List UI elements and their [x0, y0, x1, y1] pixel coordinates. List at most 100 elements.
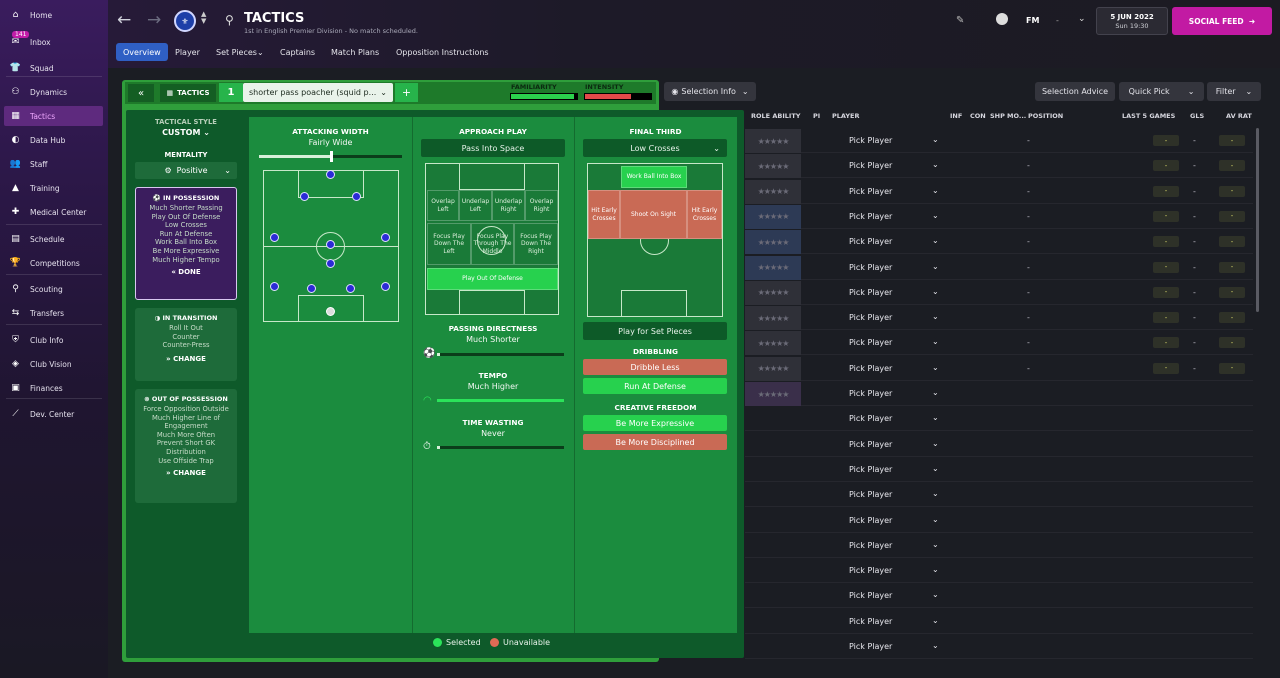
chevron-down-icon[interactable]: ⌄ — [932, 210, 939, 220]
col-inf[interactable]: INF — [950, 112, 963, 120]
dribble-less-button[interactable]: Dribble Less — [583, 359, 727, 375]
chevron-down-icon[interactable]: ⌄ — [932, 565, 939, 575]
table-row[interactable] — [745, 558, 1253, 584]
sidebar-item-finances[interactable]: ▣ Finances — [4, 378, 103, 398]
pick-player-select[interactable]: Pick Player — [849, 186, 893, 196]
sidebar-item-scouting[interactable]: ⚲ Scouting — [4, 279, 103, 299]
pick-player-select[interactable]: Pick Player — [849, 287, 893, 297]
attacking-width-handle[interactable] — [329, 151, 333, 162]
chevron-down-icon[interactable]: ⌄ — [932, 539, 939, 549]
player-dot[interactable] — [307, 284, 316, 293]
table-row[interactable] — [745, 330, 1253, 356]
sidebar-item-medical-center[interactable]: ✚ Medical Center — [4, 202, 103, 222]
edit-icon[interactable]: ✎ — [956, 15, 965, 26]
tactical-style-value[interactable]: CUSTOM ⌄ — [135, 128, 237, 137]
pick-player-select[interactable]: Pick Player — [849, 616, 893, 626]
tab-player[interactable]: Player — [168, 43, 207, 61]
col-gls[interactable]: GLS — [1190, 112, 1205, 120]
club-switch-chevrons-icon[interactable]: ▲ ▼ — [201, 10, 207, 25]
passing-directness-slider[interactable] — [437, 353, 564, 356]
pick-player-select[interactable]: Pick Player — [849, 540, 893, 550]
forward-arrow-icon[interactable]: → — [147, 10, 162, 30]
chevron-down-icon[interactable]: ⌄ — [932, 388, 939, 397]
table-row[interactable] — [745, 457, 1253, 482]
pick-player-select[interactable]: Pick Player — [849, 439, 893, 449]
approach-play-select[interactable]: Pass Into Space — [421, 139, 565, 157]
sidebar-item-competitions[interactable]: 🏆 Competitions — [4, 253, 103, 273]
table-row[interactable] — [745, 609, 1253, 634]
be-more-disciplined-button[interactable]: Be More Disciplined — [583, 434, 727, 450]
zone-hit-early-crosses-right[interactable]: Hit Early Crosses — [687, 190, 722, 239]
zone-overlap-left[interactable]: Overlap Left — [427, 190, 459, 221]
mentality-select[interactable]: ⚙ Positive ⌄ — [135, 162, 237, 179]
sidebar-item-home[interactable]: ⌂ Home — [4, 5, 103, 25]
zone-hit-early-crosses-left[interactable]: Hit Early Crosses — [588, 190, 620, 239]
table-row[interactable] — [745, 508, 1253, 533]
search-icon[interactable]: ⚲ — [225, 13, 234, 27]
be-more-expressive-button[interactable]: Be More Expressive — [583, 415, 727, 431]
col-con[interactable]: CON — [970, 112, 986, 120]
table-row[interactable] — [745, 583, 1253, 609]
tab-opposition-instructions[interactable]: Opposition Instructions — [389, 43, 496, 61]
zone-focus-play-down-the-right[interactable]: Focus Play Down The Right — [514, 223, 558, 265]
tab-set-pieces[interactable]: Set Pieces ⌄ — [209, 43, 271, 61]
tab-match-plans[interactable]: Match Plans — [324, 43, 386, 61]
done-button[interactable]: « DONE — [171, 268, 201, 277]
pick-player-select[interactable]: Pick Player — [849, 414, 893, 424]
table-row[interactable] — [745, 305, 1253, 331]
tactics-tab[interactable]: ▦ TACTICS — [160, 84, 216, 102]
zone-underlap-right[interactable]: Underlap Right — [492, 190, 525, 221]
pick-player-select[interactable]: Pick Player — [849, 338, 893, 348]
chevron-down-icon[interactable]: ⌄ — [932, 413, 939, 423]
selection-advice-button[interactable]: Selection Advice — [1035, 82, 1115, 101]
pick-player-select[interactable]: Pick Player — [849, 363, 893, 373]
sidebar-item-club-info[interactable]: ⛨ Club Info — [4, 330, 103, 350]
table-row[interactable] — [745, 229, 1253, 255]
table-scrollbar[interactable] — [1256, 128, 1259, 312]
chevron-down-icon[interactable]: ⌄ — [932, 463, 939, 473]
tempo-slider[interactable] — [437, 399, 564, 402]
chevron-down-icon[interactable]: ⌄ — [932, 514, 939, 524]
fm-label[interactable]: FM — [1026, 16, 1040, 25]
sidebar-item-data-hub[interactable]: ◐ Data Hub — [4, 130, 103, 150]
back-arrow-icon[interactable]: ← — [117, 10, 132, 30]
player-dot[interactable] — [326, 240, 335, 249]
sidebar-item-training[interactable]: ▲ Training — [4, 178, 103, 198]
club-crest[interactable]: ⚜ — [174, 10, 196, 32]
collapse-icon[interactable]: « — [128, 84, 154, 102]
chevron-down-icon[interactable]: ⌄ — [932, 236, 939, 246]
change-oop-button[interactable]: » CHANGE — [166, 469, 206, 478]
add-tactic-button[interactable]: + — [395, 83, 418, 102]
chevron-down-icon[interactable]: ⌄ — [932, 438, 939, 448]
set-pieces-toggle[interactable]: Play for Set Pieces — [583, 322, 727, 340]
pick-player-select[interactable]: Pick Player — [849, 262, 893, 272]
pick-player-select[interactable]: Pick Player — [849, 591, 893, 601]
pick-player-select[interactable]: Pick Player — [849, 211, 893, 221]
sidebar-item-dynamics[interactable]: ⚇ Dynamics — [4, 82, 103, 102]
col-last-5-games[interactable]: LAST 5 GAMES — [1122, 112, 1176, 120]
out-of-possession-box[interactable]: ⊗ OUT OF POSSESSION Force Opposition Out… — [135, 389, 237, 503]
tab-captains[interactable]: Captains — [273, 43, 322, 61]
chevron-down-icon[interactable]: ⌄ — [932, 615, 939, 625]
date-box[interactable]: 5 JUN 2022 Sun 19:30 — [1096, 7, 1168, 35]
pick-player-select[interactable]: Pick Player — [849, 566, 893, 576]
sidebar-item-staff[interactable]: 👥 Staff — [4, 154, 103, 174]
zone-shoot-on-sight[interactable]: Shoot On Sight — [620, 190, 687, 239]
pick-player-select[interactable]: Pick Player — [849, 136, 893, 145]
in-transition-box[interactable]: ◑ IN TRANSITION Roll It Out Counter Counte… — [135, 308, 237, 381]
in-possession-box[interactable]: ⚽ IN POSSESSION Much Shorter Passing Play… — [135, 187, 237, 300]
table-row[interactable] — [745, 634, 1253, 659]
final-third-select[interactable]: Low Crosses ⌄ — [583, 139, 727, 157]
table-row[interactable] — [745, 153, 1253, 179]
tab-overview[interactable]: Overview — [116, 43, 168, 61]
chevron-down-icon[interactable]: ⌄ — [932, 590, 939, 600]
table-row[interactable] — [745, 533, 1253, 558]
sidebar-item-inbox[interactable]: ✉ 141 Inbox — [4, 30, 103, 52]
zone-focus-play-down-the-left[interactable]: Focus Play Down The Left — [427, 223, 471, 265]
change-transition-button[interactable]: » CHANGE — [166, 354, 206, 363]
goalkeeper-dot[interactable] — [326, 307, 335, 316]
table-row[interactable] — [745, 128, 1253, 153]
run-at-defense-button[interactable]: Run At Defense — [583, 378, 727, 394]
chevron-down-icon[interactable]: ⌄ — [932, 641, 939, 650]
col-position[interactable]: POSITION — [1028, 112, 1064, 120]
